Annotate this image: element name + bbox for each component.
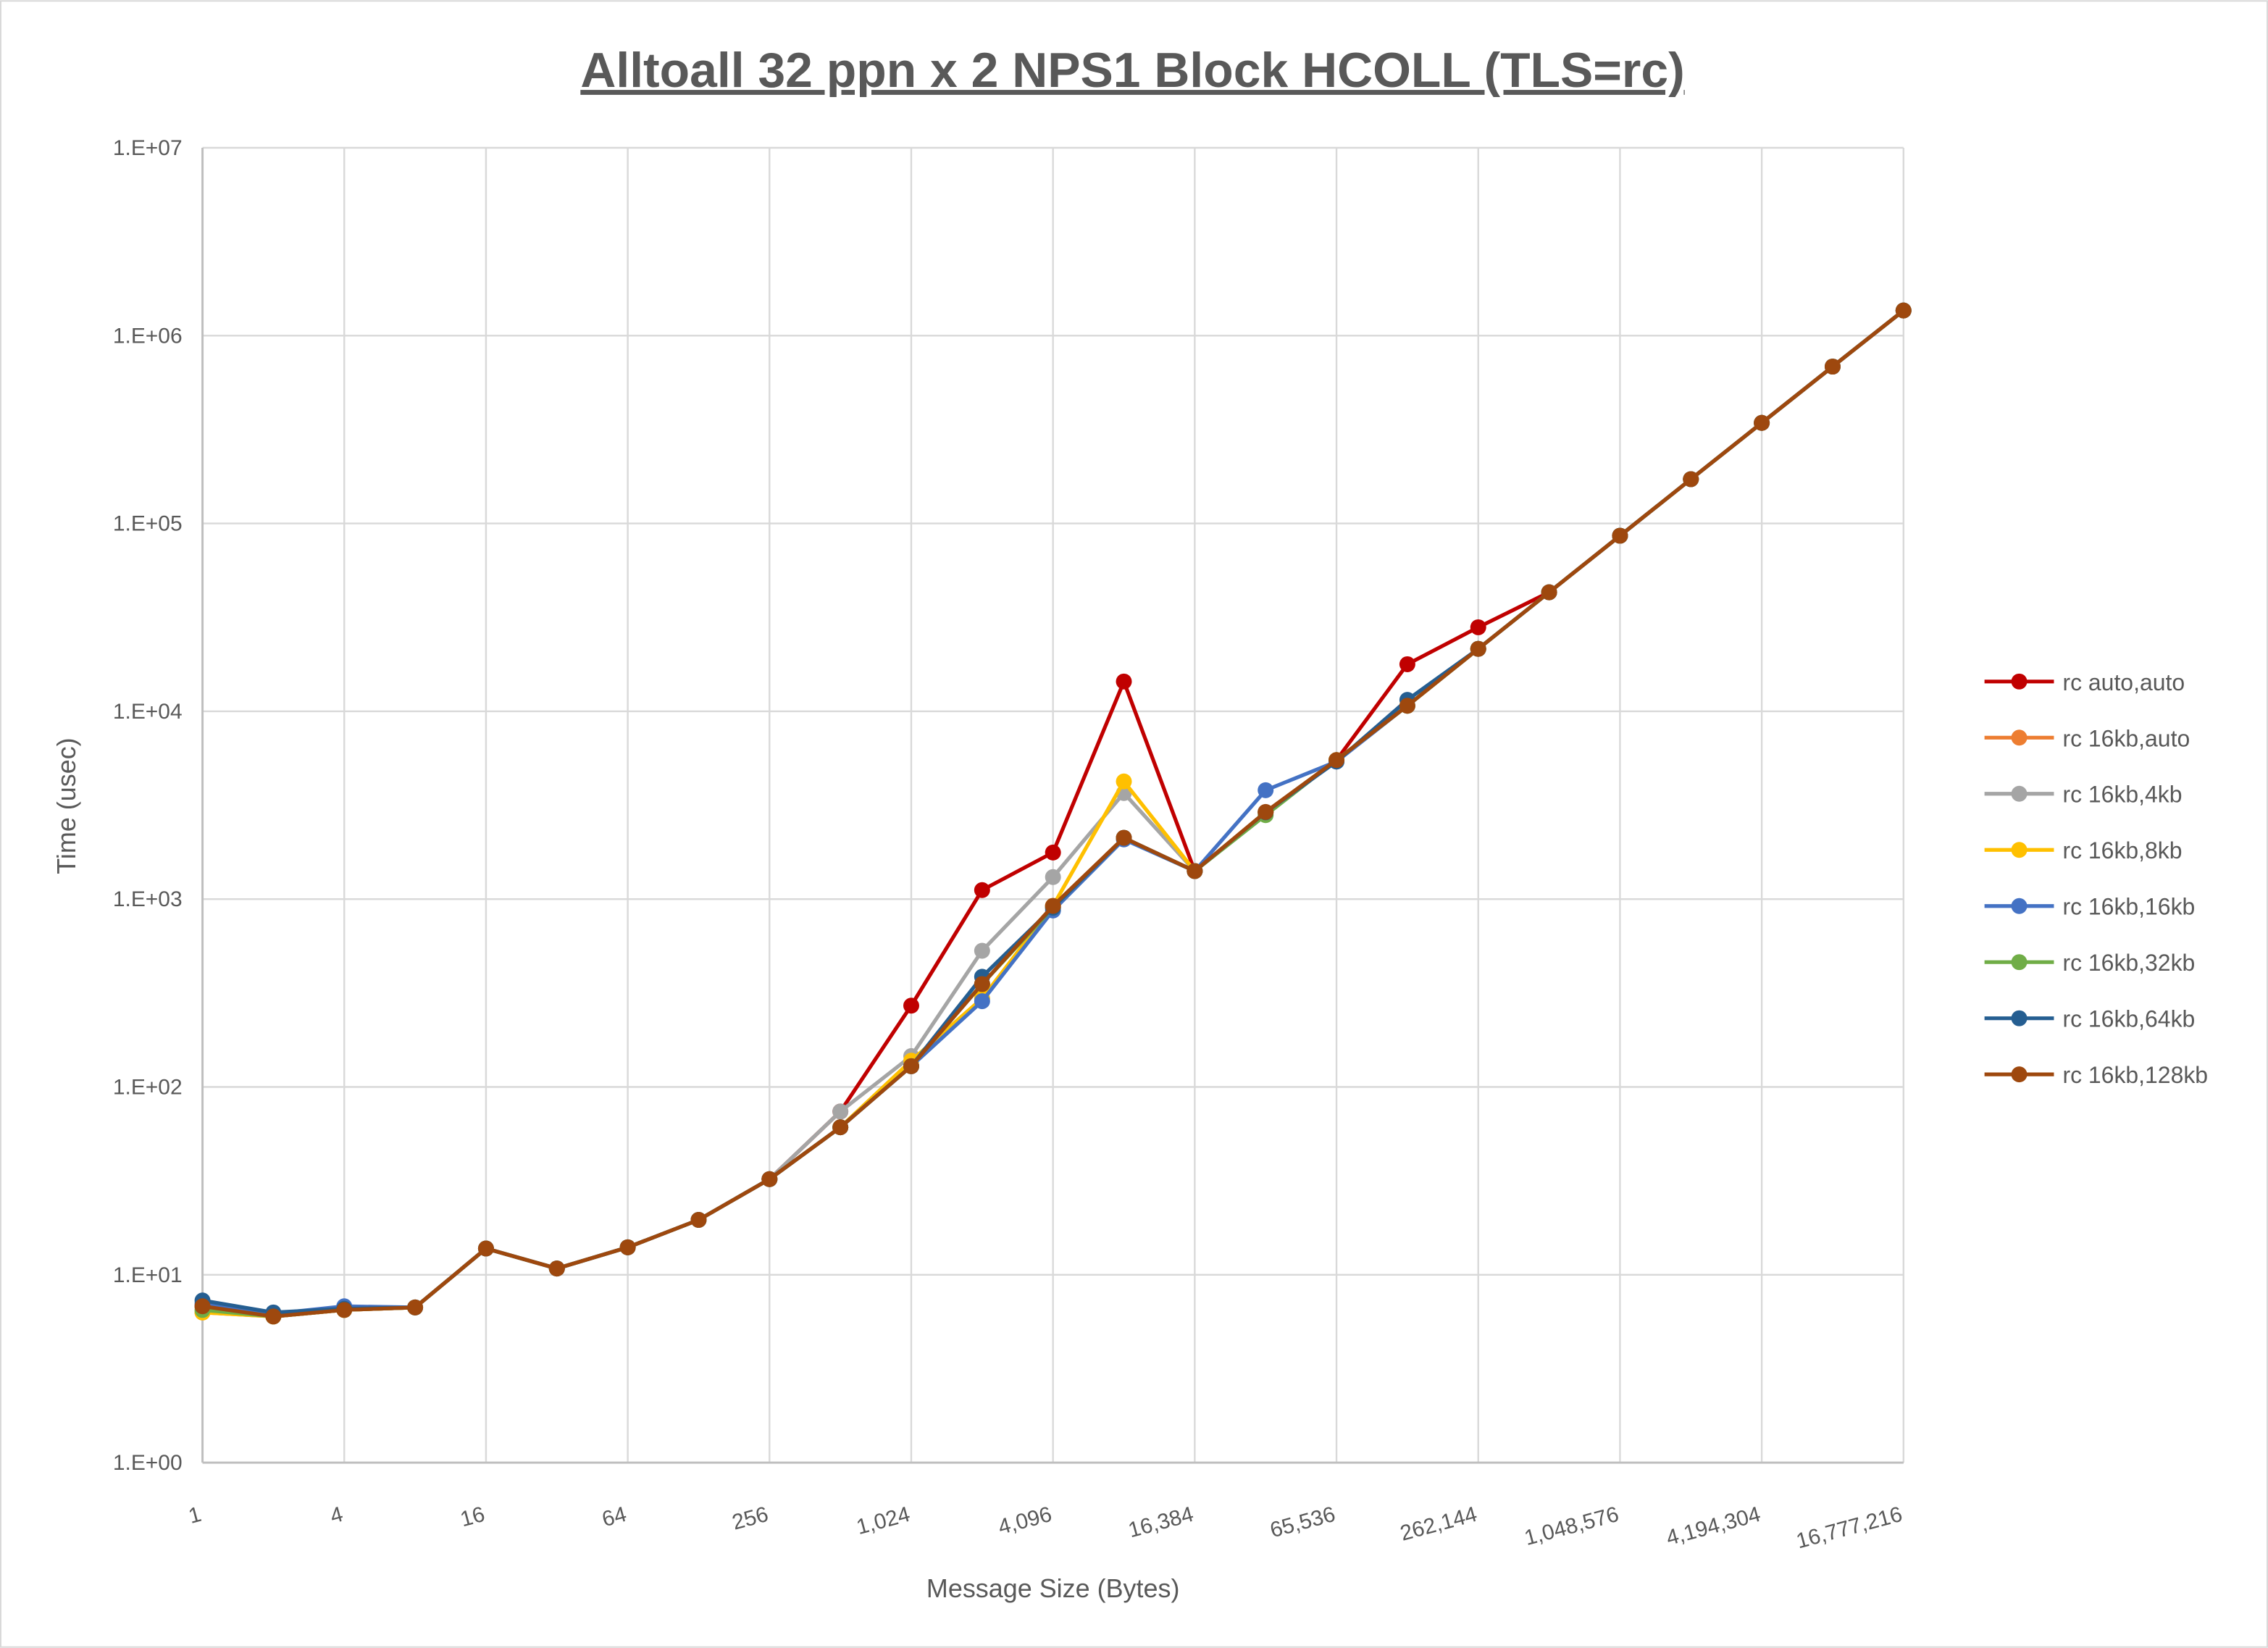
data-point [1399, 698, 1415, 714]
series-group [194, 302, 1912, 1325]
legend-marker [2011, 898, 2028, 914]
y-tick-label: 1.E+06 [113, 324, 183, 348]
x-axis-label: Message Size (Bytes) [926, 1573, 1180, 1603]
chart-title: Alltoall 32 ppn x 2 NPS1 Block HCOLL (TL… [580, 43, 1684, 98]
data-point [407, 1299, 424, 1316]
legend-marker [2011, 1066, 2028, 1083]
data-point [1328, 752, 1345, 769]
data-point [265, 1308, 282, 1325]
data-point [1258, 803, 1274, 820]
data-point [832, 1103, 849, 1120]
legend-item: rc 16kb,64kb [1984, 1006, 2195, 1032]
y-axis-ticks: 1.E+00 1.E+01 1.E+02 1.E+03 1.E+04 1.E+05 1.E+… [113, 136, 183, 1475]
legend-marker [2011, 673, 2028, 690]
data-point [1045, 844, 1061, 861]
data-point [690, 1212, 707, 1228]
data-point [1258, 782, 1274, 798]
legend-label: rc auto,auto [2062, 669, 2185, 695]
data-point [1541, 584, 1557, 601]
legend-label: rc 16kb,16kb [2062, 894, 2195, 920]
data-point [1187, 863, 1203, 879]
data-point [194, 1298, 211, 1315]
data-point [1045, 898, 1061, 914]
legend-label: rc 16kb,4kb [2062, 782, 2182, 808]
data-point [974, 993, 990, 1010]
series-rc-16kb-128kb [194, 302, 1912, 1325]
legend-label: rc 16kb,auto [2062, 725, 2190, 751]
data-point [974, 942, 990, 959]
legend-item: rc 16kb,16kb [1984, 894, 2195, 920]
legend: rc auto,auto rc 16kb,auto rc 16kb,4kb rc 16… [1984, 669, 2208, 1088]
legend-marker [2011, 842, 2028, 858]
legend-marker [2011, 954, 2028, 971]
data-point [832, 1119, 849, 1136]
data-point [619, 1239, 636, 1255]
y-tick-label: 1.E+04 [113, 700, 183, 724]
data-point [548, 1260, 565, 1277]
legend-item: rc 16kb,auto [1984, 725, 2190, 751]
gridlines [201, 146, 1905, 1464]
legend-item: rc 16kb,4kb [1984, 782, 2183, 808]
legend-label: rc 16kb,64kb [2062, 1006, 2195, 1032]
data-point [903, 997, 919, 1014]
legend-marker [2011, 785, 2028, 802]
data-point [336, 1302, 353, 1318]
data-point [477, 1240, 494, 1257]
legend-marker [2011, 729, 2028, 746]
data-point [1470, 640, 1486, 657]
legend-item: rc 16kb,32kb [1984, 950, 2195, 976]
y-tick-label: 1.E+01 [113, 1263, 183, 1287]
legend-label: rc 16kb,8kb [2062, 837, 2182, 863]
data-point [903, 1058, 919, 1074]
data-point [1824, 359, 1841, 375]
data-point [1116, 773, 1132, 790]
legend-marker [2011, 1010, 2028, 1026]
data-point [1116, 673, 1132, 690]
data-point [974, 882, 990, 898]
legend-item: rc 16kb,8kb [1984, 837, 2183, 863]
y-tick-label: 1.E+07 [113, 136, 183, 160]
data-point [1399, 656, 1415, 672]
legend-label: rc 16kb,32kb [2062, 950, 2195, 976]
data-point [1683, 471, 1699, 488]
data-point [1045, 869, 1061, 885]
data-point [761, 1171, 778, 1187]
data-point [1116, 829, 1132, 846]
data-point [974, 976, 990, 992]
data-point [1754, 414, 1770, 431]
y-tick-label: 1.E+03 [113, 887, 183, 911]
data-point [1895, 302, 1912, 319]
y-axis-label: Time (usec) [51, 737, 81, 874]
data-point [1470, 619, 1486, 635]
y-tick-label: 1.E+02 [113, 1075, 183, 1099]
legend-label: rc 16kb,128kb [2062, 1062, 2208, 1088]
legend-item: rc auto,auto [1984, 669, 2185, 695]
y-tick-label: 1.E+05 [113, 512, 183, 536]
y-tick-label: 1.E+00 [113, 1451, 183, 1475]
data-point [1612, 527, 1628, 544]
legend-item: rc 16kb,128kb [1984, 1062, 2208, 1088]
